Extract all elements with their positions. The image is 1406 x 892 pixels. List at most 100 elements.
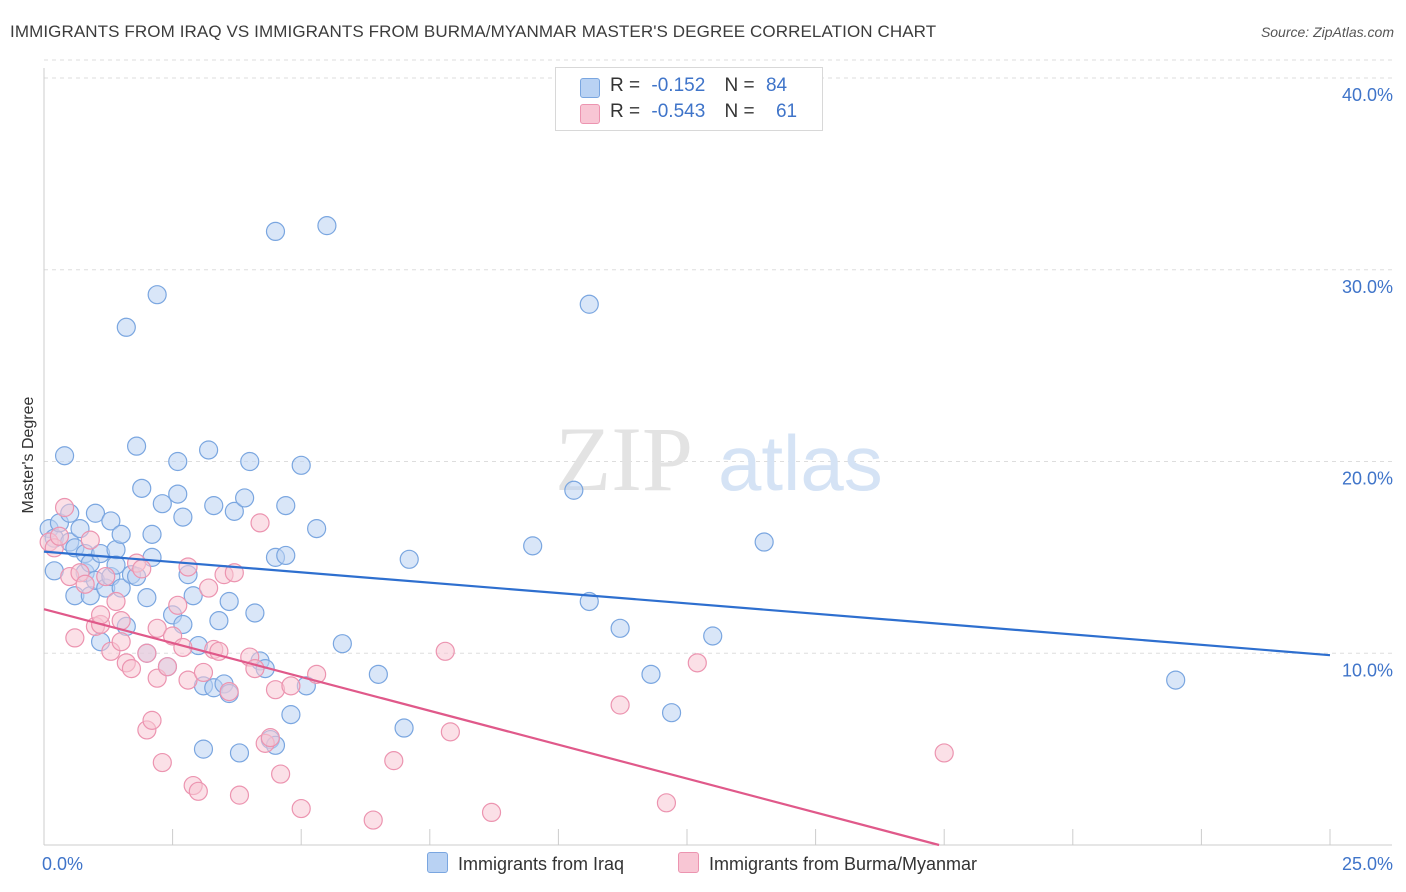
trend-line-iraq bbox=[43, 550, 1331, 657]
point-iraq bbox=[204, 496, 224, 516]
data-points bbox=[39, 216, 1186, 830]
bottom-legend-iraq: Immigrants from Iraq bbox=[427, 852, 624, 875]
point-iraq bbox=[276, 545, 296, 566]
point-burma bbox=[152, 752, 172, 773]
trend-lines bbox=[43, 550, 1331, 847]
watermark-atlas: atlas bbox=[718, 419, 883, 507]
bottom-legend-burma: Immigrants from Burma/Myanmar bbox=[678, 852, 977, 875]
tick-labels: 10.0% 20.0% 30.0% 40.0% 0.0% 25.0% bbox=[42, 85, 1393, 874]
trend-line-burma bbox=[43, 608, 940, 847]
point-burma bbox=[656, 793, 677, 813]
point-iraq bbox=[199, 440, 219, 460]
point-burma bbox=[121, 658, 142, 679]
point-burma bbox=[219, 681, 239, 702]
point-iraq bbox=[240, 451, 260, 472]
point-iraq bbox=[394, 718, 414, 738]
point-iraq bbox=[754, 532, 774, 552]
point-iraq bbox=[229, 743, 250, 763]
point-iraq bbox=[307, 519, 327, 539]
point-burma bbox=[49, 526, 70, 546]
point-iraq bbox=[641, 664, 661, 684]
point-iraq bbox=[564, 480, 584, 500]
point-iraq bbox=[116, 317, 136, 337]
point-iraq bbox=[147, 285, 167, 305]
point-iraq bbox=[173, 507, 193, 527]
point-iraq bbox=[85, 503, 106, 523]
point-burma bbox=[281, 676, 301, 696]
point-iraq bbox=[137, 588, 157, 608]
point-iraq bbox=[219, 591, 239, 612]
point-iraq bbox=[579, 294, 599, 314]
point-burma bbox=[147, 618, 167, 638]
legend-r-value: -0.543 bbox=[651, 101, 706, 122]
point-iraq bbox=[183, 586, 203, 606]
point-burma bbox=[610, 695, 630, 715]
point-burma bbox=[132, 559, 152, 579]
point-iraq bbox=[1166, 670, 1186, 690]
point-burma bbox=[157, 657, 178, 677]
point-iraq bbox=[168, 484, 188, 504]
legend-r-label: R = bbox=[610, 101, 641, 122]
point-burma bbox=[178, 557, 198, 577]
point-burma bbox=[80, 530, 100, 550]
point-burma bbox=[687, 653, 707, 673]
legend-swatch-iraq bbox=[580, 78, 600, 98]
point-iraq bbox=[399, 549, 419, 569]
point-burma bbox=[229, 785, 250, 805]
point-burma bbox=[384, 751, 404, 771]
legend-n-value: 84 bbox=[765, 75, 788, 96]
point-iraq bbox=[610, 618, 630, 638]
y-tick-label: 10.0% bbox=[1342, 660, 1393, 680]
point-iraq bbox=[661, 703, 682, 723]
legend-n-label: N = bbox=[724, 75, 755, 96]
point-iraq bbox=[224, 501, 244, 521]
point-iraq bbox=[235, 488, 255, 508]
chart-title: IMMIGRANTS FROM IRAQ VS IMMIGRANTS FROM … bbox=[10, 22, 937, 41]
point-iraq bbox=[265, 221, 286, 241]
bottom-legend-swatch-burma bbox=[678, 852, 699, 873]
point-burma bbox=[435, 641, 455, 661]
point-iraq bbox=[111, 524, 131, 544]
point-iraq bbox=[703, 626, 723, 646]
point-iraq bbox=[193, 739, 214, 759]
point-iraq bbox=[126, 436, 147, 456]
point-iraq bbox=[276, 496, 296, 516]
point-burma bbox=[168, 595, 188, 615]
point-iraq bbox=[317, 216, 337, 236]
point-burma bbox=[142, 710, 162, 730]
point-burma bbox=[137, 643, 157, 663]
grid-lines bbox=[44, 59, 1392, 654]
point-iraq bbox=[523, 536, 543, 556]
axes bbox=[43, 68, 1392, 846]
point-iraq bbox=[132, 478, 152, 498]
point-iraq bbox=[291, 455, 311, 475]
legend-r-label: R = bbox=[610, 75, 641, 96]
point-burma bbox=[481, 802, 502, 823]
point-burma bbox=[96, 566, 116, 587]
point-iraq bbox=[101, 511, 121, 531]
point-iraq bbox=[168, 451, 188, 472]
legend-swatch-burma bbox=[580, 104, 600, 124]
point-burma bbox=[271, 764, 291, 784]
point-burma bbox=[106, 591, 126, 612]
bottom-legend-label-burma: Immigrants from Burma/Myanmar bbox=[709, 854, 978, 874]
y-tick-label: 30.0% bbox=[1342, 277, 1393, 297]
y-tick-label: 40.0% bbox=[1342, 85, 1393, 105]
point-iraq bbox=[142, 524, 162, 544]
y-axis-label: Master's Degree bbox=[20, 396, 37, 513]
point-burma bbox=[178, 670, 198, 690]
bottom-legend-label-iraq: Immigrants from Iraq bbox=[458, 854, 625, 874]
point-burma bbox=[291, 798, 311, 819]
legend-n-value: 61 bbox=[775, 101, 798, 122]
point-iraq bbox=[332, 634, 352, 654]
point-burma bbox=[90, 605, 111, 625]
point-burma bbox=[111, 632, 131, 652]
point-iraq bbox=[209, 611, 229, 631]
point-burma bbox=[188, 781, 208, 801]
point-burma bbox=[65, 628, 85, 648]
bottom-legend-swatch-iraq bbox=[427, 852, 448, 873]
point-iraq bbox=[152, 494, 172, 514]
point-burma bbox=[260, 728, 280, 748]
point-iraq bbox=[54, 446, 75, 466]
